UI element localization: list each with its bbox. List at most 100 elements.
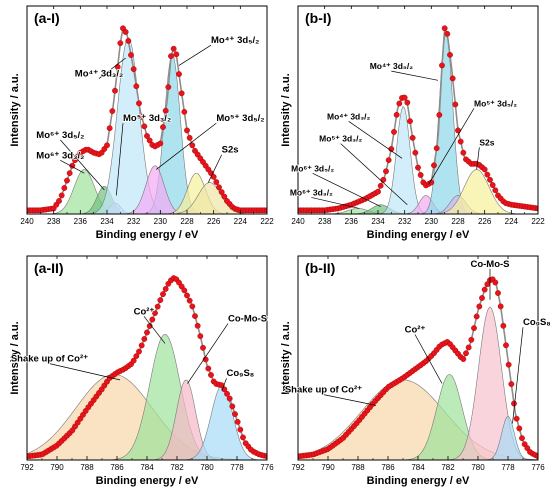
fit-marker	[447, 52, 453, 58]
fit-marker	[104, 142, 110, 149]
panel-label: (b-II)	[305, 260, 335, 276]
peak-annotation: Mo⁴⁺ 3d₅/₂	[370, 61, 414, 71]
peak-annotation: Co-Mo-S	[470, 259, 509, 270]
fit-marker	[200, 344, 206, 351]
x-tick-label: 232	[127, 217, 141, 226]
fit-marker	[516, 425, 523, 432]
fit-marker	[165, 84, 172, 91]
fit-marker	[449, 75, 456, 82]
fit-marker	[184, 292, 190, 299]
component-peak-4	[298, 415, 538, 460]
x-tick-label: 786	[381, 463, 395, 472]
peak-annotation: Mo⁴⁺ 3d₅/₂	[211, 35, 259, 46]
x-tick-label: 226	[478, 217, 492, 226]
annotation-leader	[348, 120, 403, 159]
fit-marker	[205, 365, 212, 372]
x-tick-label: 778	[501, 463, 515, 472]
fit-marker	[463, 350, 469, 357]
fit-marker	[117, 40, 124, 47]
fit-marker	[146, 137, 153, 144]
y-axis-title: Intensity / a.u.	[9, 321, 21, 394]
fit-marker	[162, 107, 169, 114]
x-tick-label: 224	[234, 217, 248, 226]
fit-marker	[417, 172, 424, 178]
fit-marker	[184, 127, 190, 134]
x-tick-label: 780	[200, 463, 214, 472]
annotation-leader	[391, 70, 439, 81]
x-tick-label: 790	[321, 463, 335, 472]
fit-marker	[232, 411, 238, 417]
annotation-leader	[311, 197, 360, 209]
annotation-leader	[323, 394, 377, 406]
annotation-leader	[98, 57, 126, 79]
x-tick-label: 788	[351, 463, 365, 472]
fit-marker	[141, 336, 148, 342]
peak-annotation: Mo⁵⁺ 3d₃/₂	[319, 134, 362, 144]
x-tick-label: 784	[411, 463, 425, 472]
fit-marker	[471, 325, 477, 332]
component-peak-3	[298, 306, 538, 460]
fit-marker	[176, 71, 182, 78]
x-tick-label: 782	[441, 463, 455, 472]
x-tick-label: 792	[291, 463, 305, 472]
fit-marker	[375, 188, 381, 195]
x-tick-label: 232	[398, 217, 412, 226]
x-tick-label: 792	[20, 463, 34, 472]
x-tick-label: 238	[318, 217, 332, 226]
fit-marker	[383, 168, 389, 175]
fit-marker	[157, 297, 164, 304]
fit-marker	[189, 142, 196, 149]
x-tick-label: 236	[345, 217, 359, 226]
panel-b1: 240 238 236 234 232 230 228 226 224 222 Binding en…	[280, 5, 545, 241]
fit-marker	[173, 51, 180, 58]
annotation-leader	[414, 334, 443, 384]
fit-marker	[221, 193, 228, 200]
x-tick-label: 236	[74, 217, 88, 226]
fit-marker	[162, 286, 169, 292]
y-axis-title: Intensity / a.u.	[280, 321, 292, 394]
fit-marker	[465, 344, 472, 351]
x-tick-label: 238	[47, 217, 61, 226]
fit-marker	[519, 435, 525, 442]
annotation-leader	[428, 108, 475, 185]
fit-marker	[197, 333, 204, 340]
peak-annotation: Co₉S₈	[227, 368, 255, 379]
y-axis-title: Intensity / a.u.	[280, 73, 292, 146]
fit-marker	[460, 149, 467, 156]
fit-marker	[149, 316, 156, 323]
x-tick-label: 226	[207, 217, 221, 226]
x-tick-label: 780	[471, 463, 485, 472]
fit-marker	[495, 290, 501, 296]
fit-marker	[64, 177, 70, 184]
fit-marker	[189, 303, 196, 310]
fit-marker	[404, 99, 411, 106]
component-peak-7	[298, 169, 538, 214]
fit-marker	[468, 336, 475, 343]
fit-marker	[106, 125, 113, 132]
peak-annotation: Mo⁴⁺ 3d₃/₂	[327, 111, 371, 121]
panel-label: (a-II)	[34, 260, 64, 276]
fit-marker	[503, 342, 509, 349]
plot-area	[298, 25, 538, 214]
x-axis-title: Binding energy / eV	[96, 475, 199, 487]
x-tick-label: 234	[100, 217, 114, 226]
fit-marker	[186, 297, 193, 304]
fit-marker	[391, 129, 397, 135]
fit-marker	[508, 381, 515, 388]
fit-marker	[160, 291, 166, 298]
panel-a1: 240 238 236 234 232 230 228 226 224 222 Binding en…	[9, 5, 274, 241]
panel-b2: 792 790 788 786 784 782 780 778 776 Binding energ…	[280, 255, 550, 487]
x-tick-label: 776	[531, 463, 545, 472]
annotation-leader	[221, 378, 227, 391]
fit-marker	[138, 342, 145, 349]
component-peak-1	[27, 169, 267, 214]
x-tick-label: 776	[260, 463, 274, 472]
annotation-leader	[208, 154, 222, 183]
fit-marker	[56, 198, 62, 204]
fit-marker	[457, 138, 464, 145]
fit-marker	[492, 187, 499, 194]
fit-marker	[216, 184, 222, 191]
fit-marker	[377, 182, 384, 189]
fit-marker	[213, 179, 220, 185]
peak-annotation: Shake up of Co²⁺	[11, 354, 88, 365]
